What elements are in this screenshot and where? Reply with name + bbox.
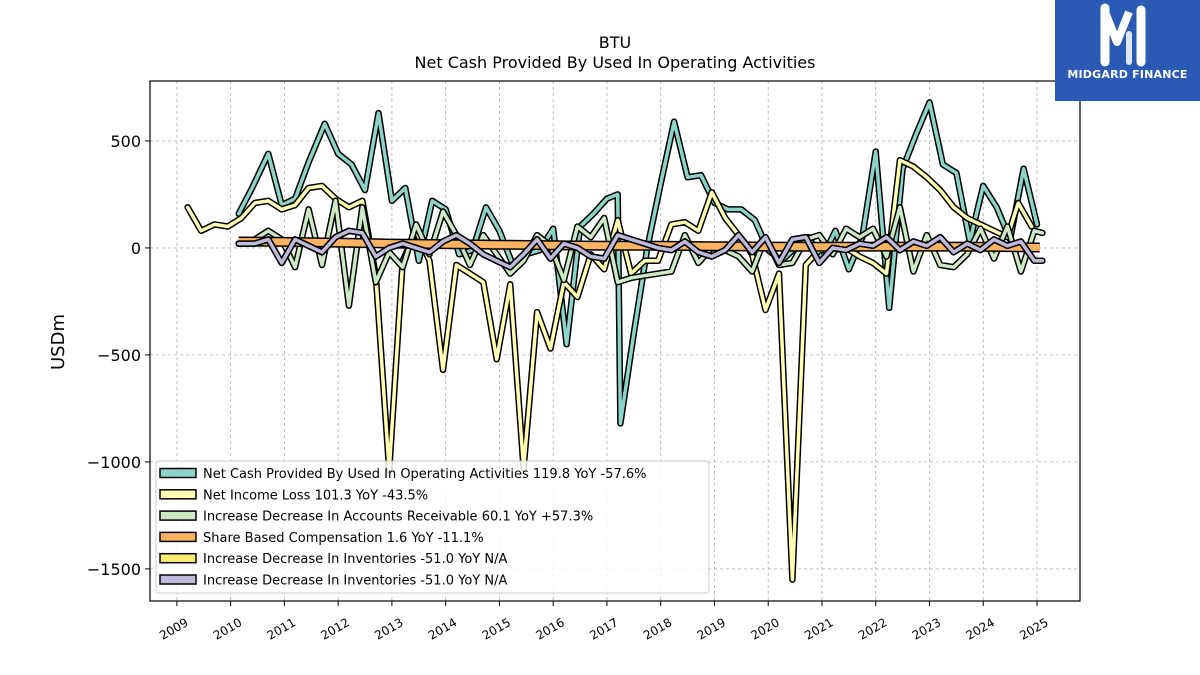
legend-entry: Increase Decrease In Inventories -51.0 Y… <box>203 552 507 567</box>
legend-swatch <box>159 510 197 521</box>
chart-title: BTU <box>599 33 631 52</box>
series-line-3 <box>235 197 1046 309</box>
x-tick-label: 2010 <box>211 615 244 642</box>
y-tick-label: −1000 <box>87 453 141 472</box>
x-tick-label: 2013 <box>372 615 405 642</box>
legend-swatch <box>159 467 197 479</box>
legend-entry: Increase Decrease In Inventories -51.0 Y… <box>203 574 507 589</box>
x-tick-label: 2020 <box>748 615 781 642</box>
x-tick-label: 2019 <box>695 615 728 642</box>
y-tick-label: −1500 <box>87 560 141 579</box>
series-stroke <box>236 199 1045 308</box>
x-tick-label: 2009 <box>157 615 190 642</box>
x-tick-label: 2021 <box>802 615 835 642</box>
legend-box <box>155 460 710 594</box>
x-tick-label: 2024 <box>964 615 997 642</box>
plot-frame <box>149 80 1081 602</box>
legend-swatch <box>159 552 197 564</box>
legend: Net Cash Provided By Used In Operating A… <box>155 460 710 594</box>
x-tick-label: 2015 <box>480 615 513 642</box>
series-stroke <box>236 229 1045 269</box>
legend-entry: Net Cash Provided By Used In Operating A… <box>203 467 646 482</box>
legend-swatch <box>159 574 197 585</box>
legend-swatch <box>159 489 197 500</box>
midgard-logo-icon <box>1100 3 1146 67</box>
x-tick-label: 2023 <box>910 615 943 642</box>
legend-entry: Net Income Loss 101.3 YoY -43.5% <box>203 488 428 503</box>
brand-logo: MIDGARD FINANCE <box>1055 0 1200 101</box>
legend-swatch <box>159 531 197 543</box>
x-tick-label: 2017 <box>587 615 620 642</box>
x-tick-label: 2018 <box>641 615 674 642</box>
y-tick-label: −500 <box>97 346 141 365</box>
chart-subtitle: Net Cash Provided By Used In Operating A… <box>415 53 816 72</box>
legend-entry: Share Based Compensation 1.6 YoY -11.1% <box>203 531 484 546</box>
x-tick-label: 2022 <box>856 615 889 642</box>
series-lines <box>184 99 1046 583</box>
x-tick-label: 2014 <box>426 615 459 642</box>
logo-text: MIDGARD FINANCE <box>1067 68 1188 81</box>
series-line-6 <box>235 227 1046 271</box>
y-tick-label: 0 <box>131 239 141 258</box>
x-tick-label: 2016 <box>533 615 566 642</box>
y-tick-label: 500 <box>110 132 141 151</box>
series-line-1 <box>235 99 1041 427</box>
series-stroke <box>236 100 1039 426</box>
x-tick-label: 2011 <box>265 615 298 642</box>
y-axis-label: USDm <box>48 314 69 370</box>
x-tick-label: 2012 <box>318 615 351 642</box>
x-tick-label: 2025 <box>1017 615 1050 642</box>
legend-entry: Increase Decrease In Accounts Receivable… <box>203 510 593 525</box>
